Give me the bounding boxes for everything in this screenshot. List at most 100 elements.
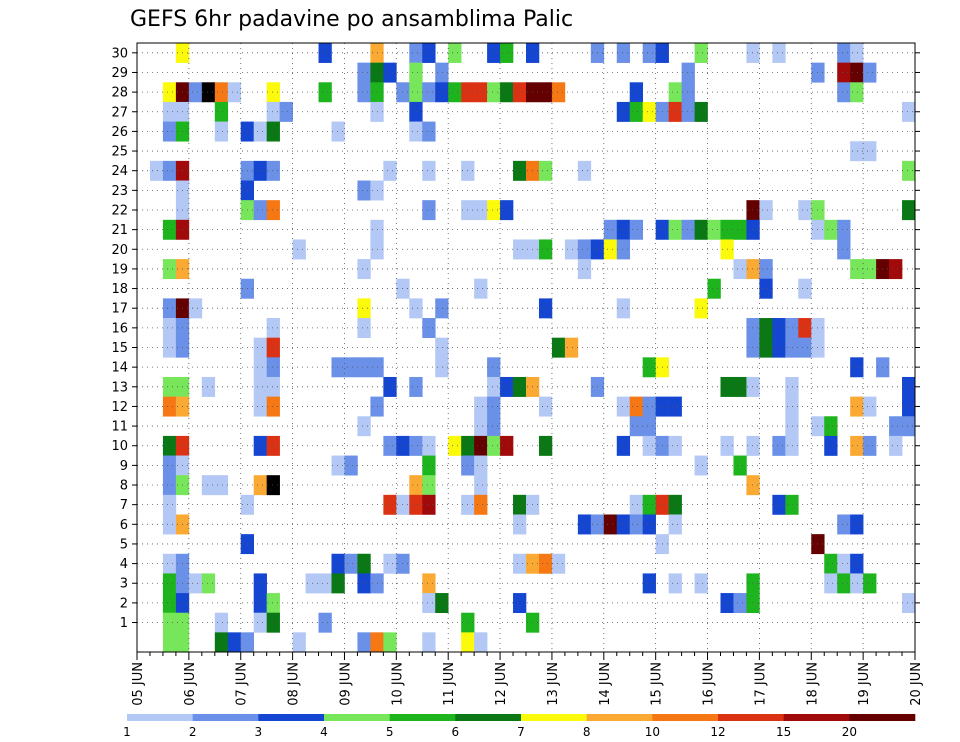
legend-swatch [389, 714, 456, 721]
heatmap-cell [422, 200, 436, 221]
heatmap-cell [733, 455, 747, 476]
y-tick-label: 12 [111, 400, 128, 415]
heatmap-cell [357, 357, 371, 378]
heatmap-cell [474, 416, 488, 437]
legend-label: 5 [386, 725, 394, 739]
heatmap-cell [577, 160, 592, 181]
heatmap-cell [357, 318, 371, 338]
heatmap-cell [487, 357, 501, 378]
heatmap-cell [837, 43, 851, 63]
heatmap-cell [889, 259, 903, 280]
heatmap-cell [772, 318, 786, 338]
heatmap-cell [474, 278, 488, 299]
heatmap-cell [863, 259, 877, 280]
y-tick-label: 29 [111, 66, 128, 81]
heatmap-cell [162, 514, 177, 535]
y-tick-label: 7 [120, 498, 128, 513]
heatmap-cell [889, 435, 903, 456]
heatmap-cell [487, 435, 501, 456]
heatmap-cell [240, 632, 254, 653]
heatmap-cell [383, 553, 397, 574]
heatmap-cell [551, 82, 566, 103]
heatmap-cell [214, 121, 229, 142]
heatmap-cell [642, 101, 656, 122]
heatmap-cell [344, 553, 358, 574]
heatmap-cell [538, 160, 553, 181]
heatmap-cell [889, 416, 903, 437]
heatmap-cell [694, 455, 708, 476]
heatmap-cell [266, 475, 280, 496]
heatmap-cell [357, 573, 371, 594]
heatmap-cell [616, 298, 631, 319]
heatmap-cell [435, 593, 449, 614]
heatmap-cell [357, 553, 371, 574]
legend-swatch [127, 714, 193, 721]
heatmap-cell [681, 62, 695, 83]
y-tick-label: 22 [111, 203, 128, 218]
heatmap-cell [188, 82, 203, 103]
heatmap-cell [642, 357, 656, 378]
heatmap-cell [824, 553, 838, 574]
y-tick-label: 18 [111, 282, 128, 297]
heatmap-cell [863, 62, 877, 83]
heatmap-cell [331, 573, 345, 594]
heatmap-cell [162, 298, 177, 319]
heatmap-cell [746, 200, 760, 221]
heatmap-cell [409, 43, 423, 63]
heatmap-cell [785, 435, 799, 456]
heatmap-cell [383, 62, 397, 83]
heatmap-cell [422, 455, 436, 476]
heatmap-cell [564, 239, 579, 260]
heatmap-cell [863, 396, 877, 417]
heatmap-cell [422, 82, 436, 103]
heatmap-cell [668, 396, 682, 417]
heatmap-cell [383, 494, 397, 515]
x-tick-label: 15 JUN [650, 662, 665, 706]
legend-label: 1 [123, 725, 131, 739]
heatmap-cell [668, 82, 682, 103]
heatmap-cell [474, 494, 488, 515]
legend-swatch [324, 714, 390, 721]
y-tick-label: 4 [120, 557, 128, 572]
heatmap-cell [785, 396, 799, 417]
heatmap-cell [201, 573, 216, 594]
heatmap-cell [642, 396, 656, 417]
heatmap-cell [422, 435, 436, 456]
legend-swatch [783, 714, 850, 721]
heatmap-cell [785, 337, 799, 358]
heatmap-cell [616, 101, 631, 122]
heatmap-cell [746, 259, 760, 280]
heatmap-cell [409, 101, 423, 122]
legend-label: 15 [776, 725, 791, 739]
heatmap-cell [162, 553, 177, 574]
heatmap-cell [707, 278, 721, 299]
y-tick-label: 30 [111, 46, 128, 61]
heatmap-cell [331, 357, 345, 378]
heatmap-cell [461, 632, 475, 653]
heatmap-cell [513, 82, 527, 103]
heatmap-cell [422, 632, 436, 653]
heatmap-cell [201, 475, 216, 496]
heatmap-cell [707, 219, 721, 240]
heatmap-cell [694, 101, 708, 122]
heatmap-cell [331, 121, 345, 142]
heatmap-cell [435, 62, 449, 83]
x-tick-label: 14 JUN [598, 662, 613, 706]
heatmap-cell [824, 416, 838, 437]
legend-label: 6 [452, 725, 460, 739]
heatmap-cell [344, 357, 358, 378]
x-tick-label: 08 JUN [287, 662, 302, 706]
heatmap-cell [409, 376, 423, 397]
heatmap-cell [422, 318, 436, 338]
heatmap-cell [253, 612, 267, 633]
heatmap-cell [902, 101, 916, 122]
heatmap-cell [850, 259, 864, 280]
heatmap-cell [850, 82, 864, 103]
y-tick-label: 11 [111, 420, 128, 435]
heatmap-cell [668, 573, 682, 594]
heatmap-cell [863, 573, 877, 594]
heatmap-cell [824, 573, 838, 594]
heatmap-cell [162, 219, 177, 240]
heatmap-cell [292, 239, 306, 260]
